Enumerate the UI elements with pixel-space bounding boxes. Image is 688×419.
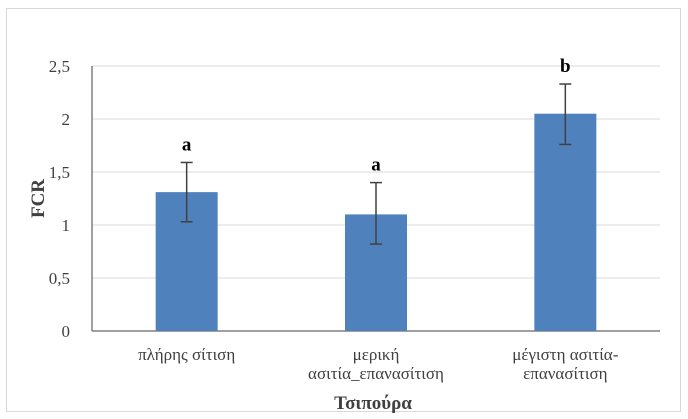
y-axis-title: FCR	[28, 179, 49, 218]
x-axis-title: Τσιπούρα	[334, 393, 412, 414]
significance-label: a	[371, 155, 381, 176]
x-tick-label: μέγιστη ασιτία-επανασίτιση	[512, 345, 618, 383]
bar	[534, 113, 597, 331]
significance-label: a	[182, 134, 192, 155]
labels: 0 0,5 1 1,5 2 2,5 a πλήρης σίτιση a μερική ασιτία_…	[49, 56, 619, 383]
y-tick-label: 1,5	[49, 163, 70, 182]
y-tick-label: 1	[62, 216, 71, 235]
x-tick-label: μερική ασιτία_επανασίτιση	[308, 345, 444, 383]
y-tick-label: 2,5	[49, 57, 70, 76]
y-tick-label: 2	[62, 110, 71, 129]
x-tick-label: πλήρης σίτιση	[138, 345, 235, 364]
bars	[155, 83, 597, 331]
y-tick-label: 0	[62, 322, 71, 341]
y-tick-label: 0,5	[49, 269, 70, 288]
significance-label: b	[560, 56, 571, 77]
